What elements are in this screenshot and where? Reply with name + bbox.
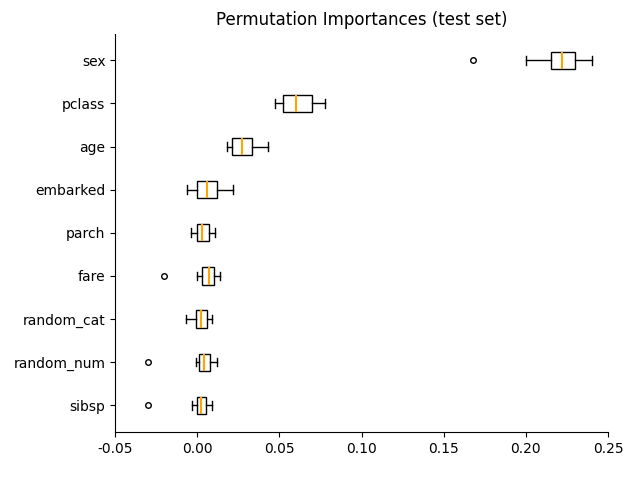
PathPatch shape [550,52,575,69]
PathPatch shape [232,138,252,155]
PathPatch shape [202,267,214,285]
PathPatch shape [283,95,312,112]
PathPatch shape [197,181,217,198]
Title: Permutation Importances (test set): Permutation Importances (test set) [216,11,508,29]
PathPatch shape [196,311,207,328]
PathPatch shape [197,224,209,241]
PathPatch shape [197,396,205,414]
PathPatch shape [199,354,211,371]
